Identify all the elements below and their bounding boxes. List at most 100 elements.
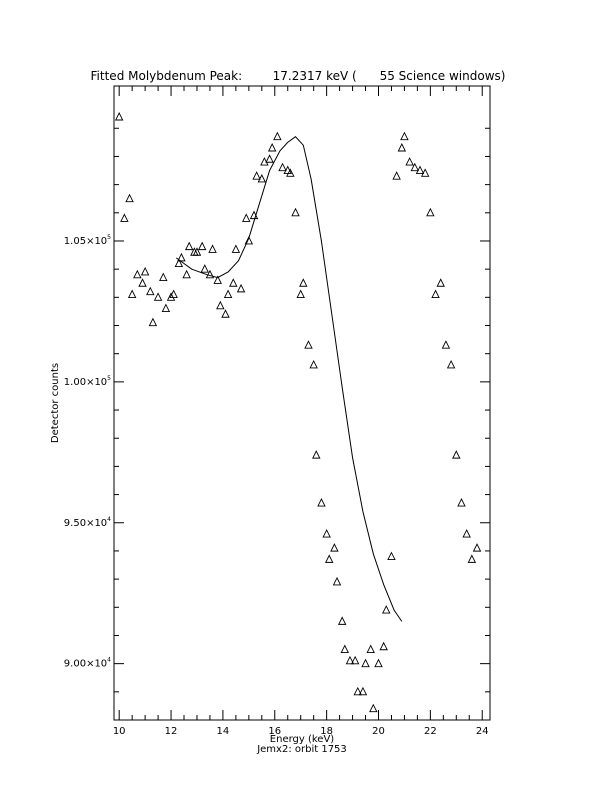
data-point-76 xyxy=(436,278,445,287)
x-tick-label-1: 12 xyxy=(165,726,178,737)
data-point-61 xyxy=(366,644,375,654)
data-point-19 xyxy=(192,247,202,256)
data-point-73 xyxy=(420,168,430,177)
data-point-38 xyxy=(267,142,277,152)
data-point-16 xyxy=(182,269,191,279)
data-point-40 xyxy=(278,162,287,172)
data-point-8 xyxy=(148,317,158,327)
data-point-64 xyxy=(379,641,388,651)
axis-ticks xyxy=(114,86,490,721)
data-point-69 xyxy=(400,131,409,141)
data-point-15 xyxy=(177,252,186,262)
plot-frame xyxy=(113,85,491,721)
data-point-74 xyxy=(426,207,435,217)
data-point-2 xyxy=(125,193,134,203)
data-point-42 xyxy=(286,168,295,177)
data-point-34 xyxy=(252,171,261,180)
fit-curve xyxy=(175,136,403,622)
x-tick-label-0: 10 xyxy=(113,726,126,737)
x-tick-label-5: 20 xyxy=(372,726,385,737)
data-point-27 xyxy=(223,289,233,298)
data-point-37 xyxy=(265,154,274,163)
data-point-13 xyxy=(169,289,178,298)
y-tick-label-1: 9.50×104 xyxy=(64,516,111,529)
data-point-52 xyxy=(330,543,339,552)
data-point-60 xyxy=(361,658,370,668)
data-point-14 xyxy=(174,258,184,267)
y-tick-label-2: 1.00×105 xyxy=(64,375,111,388)
chart-title: Fitted Molybdenum Peak: 17.2317 keV ( 55… xyxy=(91,69,506,83)
data-point-4 xyxy=(133,269,142,279)
data-point-0 xyxy=(114,111,124,121)
data-point-81 xyxy=(462,529,471,538)
data-point-79 xyxy=(452,450,461,459)
data-point-50 xyxy=(322,529,331,538)
data-point-11 xyxy=(161,303,171,313)
data-point-32 xyxy=(244,235,254,245)
data-point-54 xyxy=(337,616,347,625)
data-point-46 xyxy=(304,340,313,349)
data-point-30 xyxy=(236,283,246,293)
data-point-33 xyxy=(249,210,259,220)
x-tick-label-7: 24 xyxy=(476,726,489,737)
data-point-49 xyxy=(317,498,326,507)
data-point-83 xyxy=(472,543,482,552)
data-point-56 xyxy=(345,655,355,665)
data-point-53 xyxy=(332,576,342,586)
x-tick-label-6: 22 xyxy=(424,726,437,737)
y-tick-labels: 9.00×104 9.50×104 1.00×105 1.05×105 xyxy=(64,234,111,670)
data-point-57 xyxy=(350,655,360,665)
data-point-31 xyxy=(242,213,251,222)
data-point-62 xyxy=(369,703,378,713)
data-point-45 xyxy=(299,278,308,287)
x-axis-label: Energy (keV) xyxy=(270,734,335,745)
data-point-72 xyxy=(415,165,425,174)
data-point-78 xyxy=(446,359,456,369)
data-point-17 xyxy=(184,241,194,251)
x-tick-labels: 10 12 14 16 18 20 22 24 xyxy=(113,726,489,737)
data-point-9 xyxy=(153,292,163,301)
data-point-24 xyxy=(213,275,222,284)
data-point-71 xyxy=(410,162,420,172)
data-point-20 xyxy=(197,241,207,251)
data-point-3 xyxy=(127,289,137,298)
data-point-12 xyxy=(166,292,176,301)
data-point-21 xyxy=(200,264,209,273)
data-point-58 xyxy=(353,686,362,696)
data-point-55 xyxy=(340,644,350,654)
data-point-35 xyxy=(257,173,267,183)
footer-label: Jemx2: orbit 1753 xyxy=(256,744,347,755)
x-tick-label-2: 14 xyxy=(217,726,230,737)
data-point-70 xyxy=(405,157,414,166)
data-point-75 xyxy=(431,289,440,298)
data-point-43 xyxy=(291,207,300,217)
x-tick-label-4: 18 xyxy=(320,726,333,737)
data-point-10 xyxy=(159,272,168,282)
y-axis-label: Detector counts xyxy=(50,363,61,443)
data-point-39 xyxy=(273,131,282,141)
data-point-51 xyxy=(324,554,334,563)
data-point-59 xyxy=(358,686,368,696)
data-point-80 xyxy=(457,498,466,507)
data-point-1 xyxy=(120,213,129,222)
data-point-5 xyxy=(138,278,147,287)
data-point-7 xyxy=(146,286,155,296)
data-point-77 xyxy=(441,340,451,349)
data-point-63 xyxy=(374,658,383,668)
data-point-28 xyxy=(229,278,238,287)
data-point-68 xyxy=(397,142,407,152)
data-point-67 xyxy=(392,171,401,180)
data-points xyxy=(114,111,482,713)
data-point-82 xyxy=(467,554,477,563)
data-point-25 xyxy=(216,300,225,310)
data-point-29 xyxy=(231,244,241,253)
data-point-23 xyxy=(208,244,217,253)
data-point-65 xyxy=(382,605,391,614)
data-point-48 xyxy=(312,450,321,459)
x-tick-label-3: 16 xyxy=(268,726,281,737)
data-point-44 xyxy=(296,289,305,298)
y-tick-label-0: 9.00×104 xyxy=(64,657,111,670)
data-point-6 xyxy=(140,266,150,276)
data-point-66 xyxy=(387,551,396,561)
